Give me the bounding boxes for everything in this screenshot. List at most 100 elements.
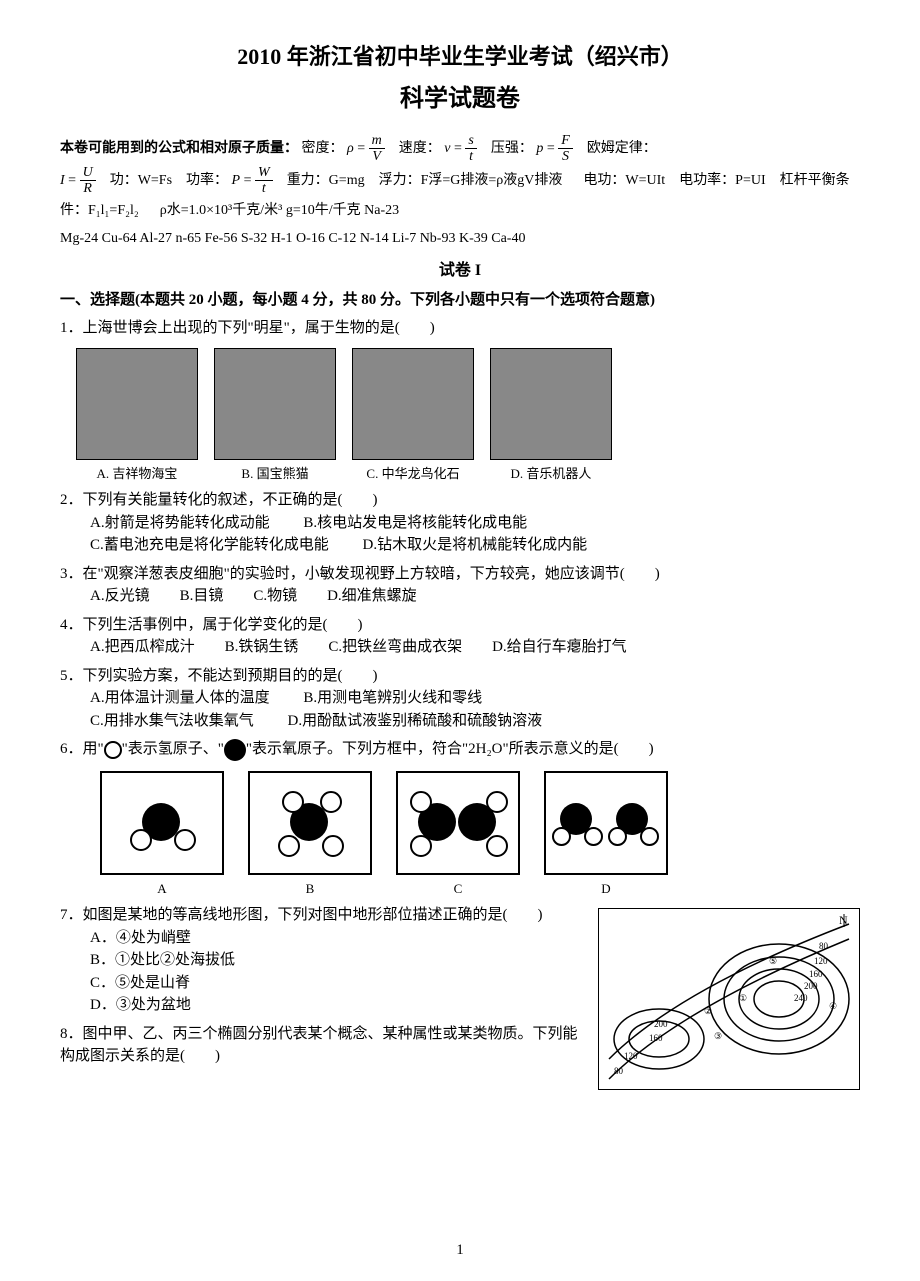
- ohm-label: 欧姆定律：: [587, 141, 657, 156]
- q2-opt-d: D.钻木取火是将机械能转化成内能: [363, 537, 588, 553]
- contour-svg: 80 120 160 200 240 200 160 120 80 N ① ② …: [599, 909, 859, 1089]
- q6-opt-b: B: [248, 771, 372, 899]
- q6-label-c: C: [396, 879, 520, 899]
- q4-text: 4．下列生活事例中，属于化学变化的是( ): [60, 614, 860, 637]
- question-3: 3．在"观察洋葱表皮细胞"的实验时，小敏发现视野上方较暗，下方较亮，她应该调节(…: [60, 563, 860, 608]
- q5-opt-a: A.用体温计测量人体的温度: [90, 690, 270, 706]
- page-title-main: 2010 年浙江省初中毕业生学业考试（绍兴市）: [60, 40, 860, 73]
- density-frac: mV: [369, 133, 385, 165]
- question-6: 6．用" "表示氢原子、" "表示氧原子。下列方框中，符合"2H₂O"所表示意义的是…: [60, 738, 860, 898]
- question-1: 1．上海世博会上出现的下列"明星"，属于生物的是( ) A. 吉祥物海宝 B. …: [60, 317, 860, 483]
- svg-text:③: ③: [714, 1031, 722, 1041]
- molecule-c: [396, 771, 520, 875]
- elec-work-label: 电功：W=UIt: [583, 173, 665, 188]
- formulas-block: 本卷可能用到的公式和相对原子质量： 密度： ρ = mV 速度： v = st …: [60, 133, 860, 253]
- q6-label-b: B: [248, 879, 372, 899]
- q6-opt-a: A: [100, 771, 224, 899]
- q1-opt-c-label: C. 中华龙鸟化石: [352, 464, 474, 484]
- q6-pre: 6．用": [60, 741, 104, 757]
- q6-text: 6．用" "表示氢原子、" "表示氧原子。下列方框中，符合"2H₂O"所表示意义的是…: [60, 738, 860, 761]
- section1-header: 一、选择题(本题共 20 小题，每小题 4 分，共 80 分。下列各小题中只有一…: [60, 289, 860, 312]
- fossil-image: [352, 348, 474, 460]
- atoms: Mg-24 Cu-64 Al-27 n-65 Fe-56 S-32 H-1 O-…: [60, 231, 525, 246]
- svg-text:②: ②: [704, 1006, 712, 1016]
- q2-text: 2．下列有关能量转化的叙述，不正确的是( ): [60, 489, 860, 512]
- elec-power-label: 电功率：P=UI: [679, 173, 765, 188]
- q6-post: "表示氧原子。下列方框中，符合"2H₂O"所表示意义的是( ): [246, 741, 654, 757]
- q6-opt-d: D: [544, 771, 668, 899]
- q1-opt-a-label: A. 吉祥物海宝: [76, 464, 198, 484]
- ohm-sym: I: [60, 173, 65, 188]
- pressure-label: 压强：: [491, 141, 533, 156]
- power-sym: P: [232, 173, 241, 188]
- svg-text:80: 80: [614, 1066, 624, 1076]
- q3-text: 3．在"观察洋葱表皮细胞"的实验时，小敏发现视野上方较暗，下方较亮，她应该调节(…: [60, 563, 860, 586]
- molecule-b: [248, 771, 372, 875]
- pressure-frac: FS: [558, 133, 573, 165]
- q1-opt-c: C. 中华龙鸟化石: [352, 348, 474, 484]
- buoy-label: 浮力：F浮=G排液=ρ液gV排液: [379, 173, 563, 188]
- svg-text:④: ④: [829, 1001, 837, 1011]
- question-5: 5．下列实验方案，不能达到预期目的的是( ) A.用体温计测量人体的温度 B.用…: [60, 665, 860, 733]
- q4-options: A.把西瓜榨成汁 B.铁锅生锈 C.把铁丝弯曲成衣架 D.给自行车瘪胎打气: [90, 636, 860, 659]
- question-2: 2．下列有关能量转化的叙述，不正确的是( ) A.射箭是将势能转化成动能 B.核…: [60, 489, 860, 557]
- q2-opt-c: C.蓄电池充电是将化学能转化成电能: [90, 537, 329, 553]
- q6-diagrams: A B C: [100, 771, 860, 899]
- q2-opt-b: B.核电站发电是将核能转化成电能: [303, 515, 527, 531]
- ohm-frac: UR: [80, 165, 96, 197]
- q5-options: A.用体温计测量人体的温度 B.用测电笔辨别火线和零线 C.用排水集气法收集氧气…: [90, 687, 860, 732]
- velocity-frac: st: [465, 133, 476, 165]
- svg-text:200: 200: [654, 1019, 668, 1029]
- svg-text:160: 160: [649, 1033, 663, 1043]
- question-7: 80 120 160 200 240 200 160 120 80 N ① ② …: [60, 904, 860, 1017]
- panda-image: [214, 348, 336, 460]
- q1-opt-d-label: D. 音乐机器人: [490, 464, 612, 484]
- power-label: 功率：: [186, 173, 228, 188]
- oxygen-icon: [224, 739, 246, 761]
- molecule-a: [100, 771, 224, 875]
- q6-label-d: D: [544, 879, 668, 899]
- velocity-sym: v: [444, 141, 450, 156]
- question-4: 4．下列生活事例中，属于化学变化的是( ) A.把西瓜榨成汁 B.铁锅生锈 C.…: [60, 614, 860, 659]
- q2-options: A.射箭是将势能转化成动能 B.核电站发电是将核能转化成电能 C.蓄电池充电是将…: [90, 512, 860, 557]
- q3-options: A.反光镜 B.目镜 C.物镜 D.细准焦螺旋: [90, 585, 860, 608]
- density-sym: ρ: [347, 141, 354, 156]
- density-label: 密度：: [302, 141, 344, 156]
- page-number: 1: [60, 1239, 860, 1262]
- hydrogen-icon: [104, 741, 122, 759]
- q1-text: 1．上海世博会上出现的下列"明星"，属于生物的是( ): [60, 317, 860, 340]
- q6-label-a: A: [100, 879, 224, 899]
- q1-images: A. 吉祥物海宝 B. 国宝熊猫 C. 中华龙鸟化石 D. 音乐机器人: [76, 348, 860, 484]
- q5-opt-b: B.用测电笔辨别火线和零线: [303, 690, 482, 706]
- page-title-sub: 科学试题卷: [60, 81, 860, 117]
- svg-text:200: 200: [804, 981, 818, 991]
- q6-mid: "表示氢原子、": [122, 741, 224, 757]
- q5-opt-d: D.用酚酞试液鉴别稀硫酸和硫酸钠溶液: [288, 713, 543, 729]
- haibao-image: [76, 348, 198, 460]
- q6-opt-c: C: [396, 771, 520, 899]
- svg-text:120: 120: [814, 956, 828, 966]
- q5-opt-c: C.用排水集气法收集氧气: [90, 713, 254, 729]
- power-frac: Wt: [255, 165, 273, 197]
- gravity-label: 重力：G=mg: [287, 173, 365, 188]
- svg-text:①: ①: [739, 993, 747, 1003]
- q1-opt-b: B. 国宝熊猫: [214, 348, 336, 484]
- svg-text:⑤: ⑤: [769, 956, 777, 966]
- contour-map: 80 120 160 200 240 200 160 120 80 N ① ② …: [598, 908, 860, 1090]
- q1-opt-a: A. 吉祥物海宝: [76, 348, 198, 484]
- svg-text:80: 80: [819, 941, 829, 951]
- pressure-sym: p: [536, 141, 543, 156]
- q5-text: 5．下列实验方案，不能达到预期目的的是( ): [60, 665, 860, 688]
- q2-opt-a: A.射箭是将势能转化成动能: [90, 515, 270, 531]
- q1-opt-b-label: B. 国宝熊猫: [214, 464, 336, 484]
- q1-opt-d: D. 音乐机器人: [490, 348, 612, 484]
- constants: ρ水=1.0×10³千克/米³ g=10牛/千克 Na-23: [160, 203, 399, 218]
- robot-image: [490, 348, 612, 460]
- molecule-d: [544, 771, 668, 875]
- svg-text:160: 160: [809, 969, 823, 979]
- paper-section: 试卷 I: [60, 259, 860, 283]
- svg-text:120: 120: [624, 1051, 638, 1061]
- svg-text:240: 240: [794, 993, 808, 1003]
- velocity-label: 速度：: [399, 141, 441, 156]
- formulas-label: 本卷可能用到的公式和相对原子质量：: [60, 141, 298, 156]
